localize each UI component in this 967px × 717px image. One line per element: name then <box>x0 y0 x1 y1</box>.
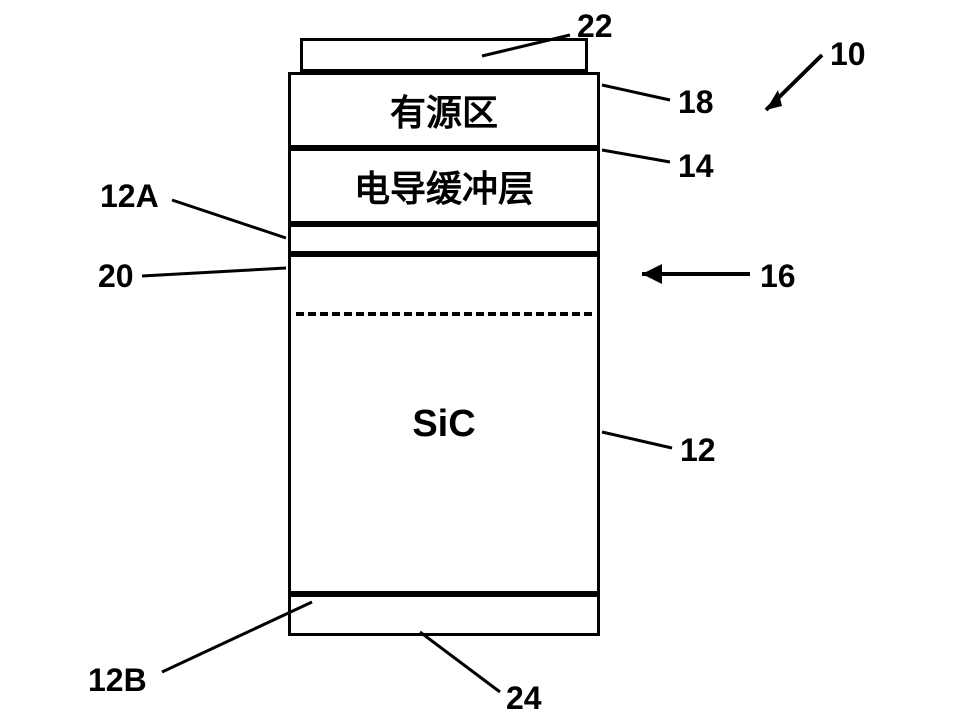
leader-lines <box>0 0 967 716</box>
